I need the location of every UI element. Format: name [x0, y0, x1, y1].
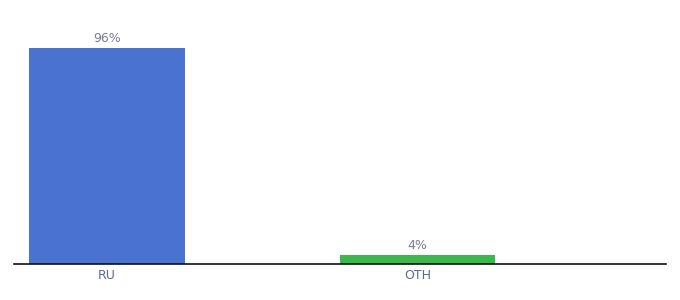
Text: 96%: 96%	[93, 32, 121, 45]
Bar	[29, 48, 184, 264]
Bar	[340, 255, 496, 264]
Text: 4%: 4%	[408, 238, 428, 252]
